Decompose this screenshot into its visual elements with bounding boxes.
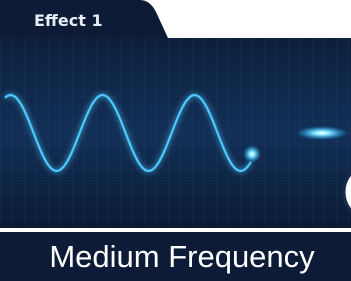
flare bbox=[296, 126, 348, 140]
effect-card: Effect 1 Medium Frequency bbox=[0, 0, 351, 281]
tab-label: Effect 1 bbox=[34, 11, 103, 30]
wave-dot bbox=[243, 145, 261, 163]
divider bbox=[0, 228, 351, 232]
caption: Medium Frequency bbox=[49, 239, 315, 274]
